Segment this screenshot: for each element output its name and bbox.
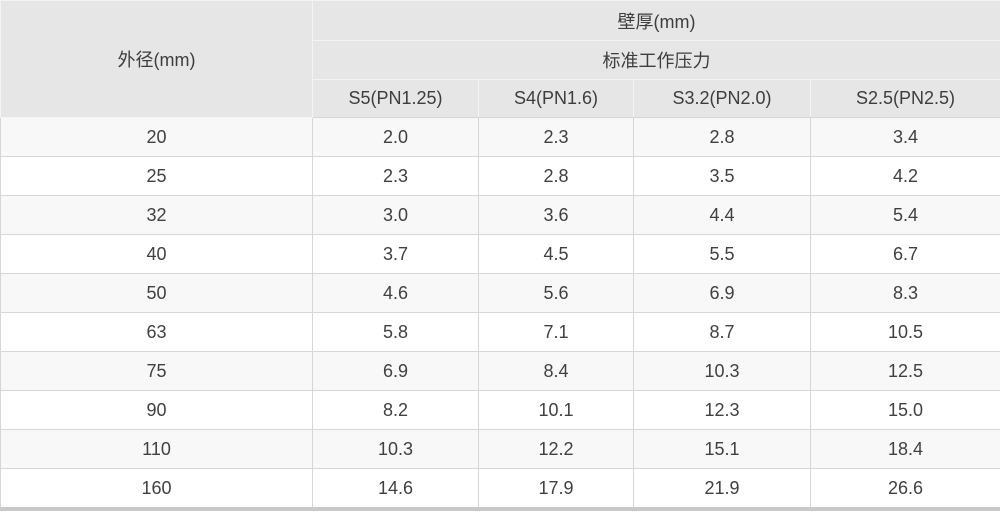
value-cell: 17.9 [478,468,634,510]
value-cell: 4.5 [478,234,634,274]
od-cell: 20 [0,117,313,157]
value-cell: 5.6 [478,273,634,313]
table-row: 50 4.6 5.6 6.9 8.3 [0,273,1000,313]
table-header: 外径(mm) 壁厚(mm) 标准工作压力 S5(PN1.25) S4(PN1.6… [0,0,1000,118]
value-cell: 12.2 [478,429,634,469]
table-row: 40 3.7 4.5 5.5 6.7 [0,234,1000,274]
header-outer-diameter: 外径(mm) [0,0,313,118]
od-cell: 63 [0,312,313,352]
value-cell: 10.3 [633,351,811,391]
value-cell: 8.3 [809,273,1000,313]
value-cell: 8.2 [312,390,479,430]
value-cell: 26.6 [809,468,1000,510]
table-row: 110 10.3 12.2 15.1 18.4 [0,429,1000,469]
value-cell: 12.5 [809,351,1000,391]
value-cell: 14.6 [312,468,479,510]
table-row: 20 2.0 2.3 2.8 3.4 [0,117,1000,157]
od-cell: 110 [0,429,313,469]
header-series-s2-5: S2.5(PN2.5) [809,79,1000,118]
value-cell: 7.1 [478,312,634,352]
table-row: 25 2.3 2.8 3.5 4.2 [0,156,1000,196]
table-row: 160 14.6 17.9 21.9 26.6 [0,468,1000,510]
table-row: 63 5.8 7.1 8.7 10.5 [0,312,1000,352]
value-cell: 21.9 [633,468,811,510]
od-cell: 25 [0,156,313,196]
value-cell: 3.6 [478,195,634,235]
value-cell: 2.8 [633,117,811,157]
value-cell: 2.8 [478,156,634,196]
header-series-s5: S5(PN1.25) [312,79,479,118]
value-cell: 4.6 [312,273,479,313]
header-working-pressure: 标准工作压力 [311,40,1000,80]
value-cell: 10.5 [809,312,1000,352]
value-cell: 8.4 [478,351,634,391]
value-cell: 5.4 [809,195,1000,235]
value-cell: 3.5 [633,156,811,196]
value-cell: 8.7 [633,312,811,352]
value-cell: 3.7 [312,234,479,274]
table-body: 20 2.0 2.3 2.8 3.4 25 2.3 2.8 3.5 4.2 32… [0,117,1000,510]
od-cell: 40 [0,234,313,274]
value-cell: 4.2 [809,156,1000,196]
table-row: 90 8.2 10.1 12.3 15.0 [0,390,1000,430]
value-cell: 6.9 [312,351,479,391]
value-cell: 2.3 [312,156,479,196]
value-cell: 3.4 [809,117,1000,157]
value-cell: 3.0 [312,195,479,235]
value-cell: 2.3 [478,117,634,157]
table-row: 75 6.9 8.4 10.3 12.5 [0,351,1000,391]
od-cell: 32 [0,195,313,235]
value-cell: 18.4 [809,429,1000,469]
od-cell: 90 [0,390,313,430]
value-cell: 12.3 [633,390,811,430]
value-cell: 5.8 [312,312,479,352]
od-cell: 160 [0,468,313,510]
value-cell: 10.1 [478,390,634,430]
value-cell: 6.9 [633,273,811,313]
table-row: 32 3.0 3.6 4.4 5.4 [0,195,1000,235]
value-cell: 10.3 [312,429,479,469]
value-cell: 15.0 [809,390,1000,430]
value-cell: 6.7 [809,234,1000,274]
header-wall-thickness: 壁厚(mm) [311,0,1000,41]
od-cell: 50 [0,273,313,313]
od-cell: 75 [0,351,313,391]
header-series-s3-2: S3.2(PN2.0) [633,79,811,118]
value-cell: 15.1 [633,429,811,469]
value-cell: 4.4 [633,195,811,235]
value-cell: 2.0 [312,117,479,157]
value-cell: 5.5 [633,234,811,274]
header-series-s4: S4(PN1.6) [478,79,634,118]
